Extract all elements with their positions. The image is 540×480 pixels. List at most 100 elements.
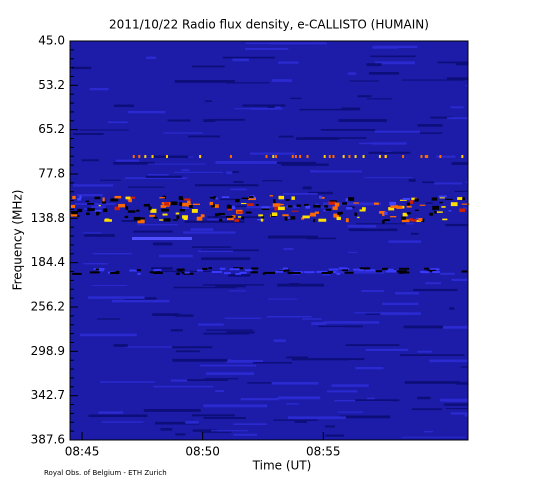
texture bbox=[267, 106, 275, 110]
burst bbox=[265, 155, 268, 158]
burst bbox=[381, 267, 389, 270]
texture bbox=[449, 307, 455, 310]
burst bbox=[291, 155, 294, 158]
burst bbox=[87, 207, 90, 212]
texture bbox=[153, 155, 189, 159]
texture bbox=[230, 188, 247, 191]
burst bbox=[176, 215, 180, 219]
burst bbox=[291, 196, 295, 200]
burst bbox=[94, 196, 101, 200]
texture bbox=[273, 339, 286, 343]
burst bbox=[390, 204, 398, 209]
burst bbox=[420, 270, 425, 273]
burst bbox=[188, 205, 193, 209]
texture bbox=[152, 313, 180, 316]
texture bbox=[372, 142, 407, 145]
texture bbox=[245, 42, 310, 45]
texture bbox=[395, 292, 419, 295]
texture bbox=[121, 220, 141, 222]
burst bbox=[359, 267, 368, 270]
texture bbox=[194, 184, 259, 187]
burst bbox=[211, 204, 215, 208]
texture bbox=[311, 322, 327, 326]
texture bbox=[208, 118, 245, 121]
texture bbox=[318, 325, 359, 328]
burst bbox=[408, 218, 413, 221]
burst bbox=[144, 155, 147, 158]
texture bbox=[171, 346, 213, 349]
texture bbox=[72, 184, 114, 187]
burst bbox=[231, 205, 236, 210]
texture bbox=[348, 72, 356, 75]
burst bbox=[459, 208, 466, 212]
burst bbox=[434, 210, 437, 214]
texture bbox=[220, 198, 241, 201]
texture bbox=[413, 288, 458, 292]
burst bbox=[406, 205, 412, 208]
burst bbox=[70, 212, 78, 217]
texture bbox=[401, 79, 464, 81]
texture bbox=[226, 171, 233, 175]
texture bbox=[283, 247, 294, 250]
texture bbox=[253, 362, 292, 364]
texture bbox=[143, 409, 201, 412]
chart-title: 2011/10/22 Radio flux density, e-CALLIST… bbox=[109, 18, 429, 32]
burst bbox=[309, 214, 313, 216]
burst bbox=[284, 269, 290, 272]
burst bbox=[306, 155, 309, 158]
burst bbox=[441, 206, 446, 208]
burst bbox=[439, 201, 443, 204]
texture bbox=[286, 356, 309, 359]
texture bbox=[228, 273, 251, 277]
texture bbox=[450, 412, 468, 415]
burst bbox=[334, 202, 340, 207]
burst bbox=[239, 271, 247, 274]
texture bbox=[145, 175, 182, 178]
texture bbox=[184, 220, 245, 223]
burst bbox=[99, 269, 104, 272]
burst bbox=[275, 155, 278, 158]
texture bbox=[173, 286, 237, 289]
burst bbox=[400, 205, 405, 209]
burst bbox=[244, 269, 253, 272]
texture bbox=[324, 434, 344, 437]
burst bbox=[280, 203, 284, 206]
burst bbox=[237, 216, 242, 218]
texture bbox=[176, 350, 200, 353]
texture bbox=[147, 173, 169, 177]
texture bbox=[382, 302, 419, 306]
y-axis-label: Frequency (MHz) bbox=[11, 190, 25, 291]
texture bbox=[380, 312, 422, 315]
burst bbox=[162, 213, 168, 216]
texture bbox=[127, 110, 166, 114]
spectrogram bbox=[70, 41, 470, 440]
texture bbox=[192, 414, 235, 417]
texture bbox=[278, 135, 294, 138]
burst bbox=[424, 267, 429, 270]
burst bbox=[421, 271, 430, 274]
burst bbox=[321, 271, 332, 274]
burst bbox=[361, 207, 366, 210]
burst bbox=[328, 268, 339, 271]
burst bbox=[138, 155, 141, 158]
burst bbox=[304, 271, 315, 274]
burst bbox=[212, 204, 219, 208]
texture bbox=[201, 431, 232, 433]
burst bbox=[325, 208, 331, 211]
texture bbox=[107, 121, 128, 124]
burst bbox=[430, 268, 440, 271]
burst bbox=[353, 202, 359, 204]
texture bbox=[242, 104, 286, 107]
burst bbox=[336, 216, 341, 221]
burst bbox=[196, 216, 203, 221]
texture bbox=[356, 223, 413, 225]
texture bbox=[175, 271, 185, 273]
texture bbox=[215, 390, 224, 393]
texture bbox=[114, 104, 134, 108]
texture bbox=[155, 421, 200, 425]
texture bbox=[203, 417, 246, 419]
texture bbox=[420, 132, 443, 134]
texture bbox=[417, 396, 431, 400]
texture bbox=[191, 65, 225, 68]
texture bbox=[232, 58, 249, 62]
